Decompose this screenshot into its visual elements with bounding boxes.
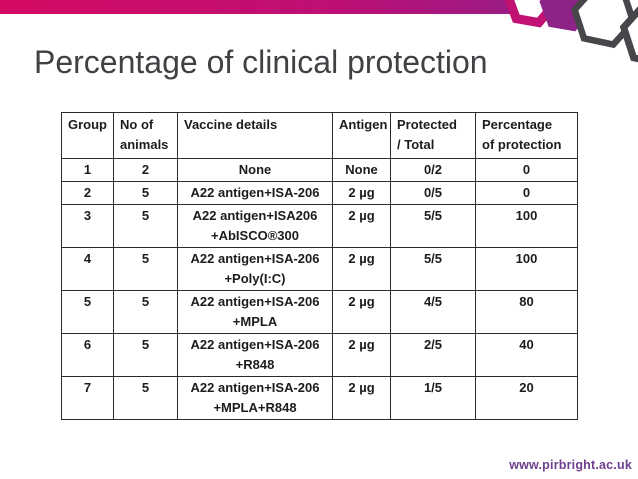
cell-protected: 0/2 <box>390 158 476 182</box>
cell-protected: 5/5 <box>390 247 476 291</box>
table-row: 5 5 A22 antigen+ISA-206 +MPLA 2 µg 4/5 8… <box>61 290 578 334</box>
cell-group: 7 <box>61 376 114 420</box>
cell-animals: 5 <box>113 247 178 291</box>
cell-antigen: 2 µg <box>332 376 391 420</box>
magenta-hexagon-icon <box>503 0 559 28</box>
column-header-group: Group <box>61 112 114 159</box>
table-row: 4 5 A22 antigen+ISA-206 +Poly(I:C) 2 µg … <box>61 247 578 291</box>
cell-protected: 2/5 <box>390 333 476 377</box>
column-header-percentage: Percentage of protection <box>475 112 578 159</box>
cell-percentage: 40 <box>475 333 578 377</box>
table-row: 3 5 A22 antigen+ISA206 +AbISCO®300 2 µg … <box>61 204 578 248</box>
cell-antigen: 2 µg <box>332 204 391 248</box>
cell-antigen: 2 µg <box>332 247 391 291</box>
cell-animals: 5 <box>113 204 178 248</box>
cell-animals: 5 <box>113 181 178 205</box>
table-row: 6 5 A22 antigen+ISA-206 +R848 2 µg 2/5 4… <box>61 333 578 377</box>
cell-vaccine: None <box>177 158 333 182</box>
cell-antigen: 2 µg <box>332 290 391 334</box>
cell-animals: 5 <box>113 376 178 420</box>
cell-percentage: 0 <box>475 181 578 205</box>
table-row: 7 5 A22 antigen+ISA-206 +MPLA+R848 2 µg … <box>61 376 578 420</box>
cell-protected: 1/5 <box>390 376 476 420</box>
cell-group: 4 <box>61 247 114 291</box>
cell-percentage: 20 <box>475 376 578 420</box>
cell-vaccine: A22 antigen+ISA-206 +R848 <box>177 333 333 377</box>
cell-protected: 5/5 <box>390 204 476 248</box>
cell-group: 1 <box>61 158 114 182</box>
cell-protected: 4/5 <box>390 290 476 334</box>
cell-animals: 5 <box>113 333 178 377</box>
cell-percentage: 100 <box>475 204 578 248</box>
cell-percentage: 100 <box>475 247 578 291</box>
cell-protected: 0/5 <box>390 181 476 205</box>
cell-group: 5 <box>61 290 114 334</box>
dark-hexagon-corner-icon <box>619 0 638 69</box>
column-header-vaccine-details: Vaccine details <box>177 112 333 159</box>
column-header-no-of-animals: No of animals <box>113 112 178 159</box>
cell-animals: 2 <box>113 158 178 182</box>
cell-antigen: 2 µg <box>332 181 391 205</box>
table-row: 2 5 A22 antigen+ISA-206 2 µg 0/5 0 <box>61 181 578 205</box>
cell-antigen: 2 µg <box>332 333 391 377</box>
cell-percentage: 0 <box>475 158 578 182</box>
header-decoration <box>0 0 638 69</box>
footer-website-url: www.pirbright.ac.uk <box>509 458 632 472</box>
cell-percentage: 80 <box>475 290 578 334</box>
table-header-row: Group No of animals Vaccine details Anti… <box>61 112 578 159</box>
top-gradient-bar <box>0 0 568 14</box>
cell-group: 6 <box>61 333 114 377</box>
cell-antigen: None <box>332 158 391 182</box>
cell-animals: 5 <box>113 290 178 334</box>
cell-vaccine: A22 antigen+ISA-206 +Poly(I:C) <box>177 247 333 291</box>
cell-vaccine: A22 antigen+ISA206 +AbISCO®300 <box>177 204 333 248</box>
protection-results-table: Group No of animals Vaccine details Anti… <box>61 112 578 420</box>
cell-group: 2 <box>61 181 114 205</box>
cell-vaccine: A22 antigen+ISA-206 +MPLA <box>177 290 333 334</box>
page-title: Percentage of clinical protection <box>34 44 488 80</box>
cell-vaccine: A22 antigen+ISA-206 <box>177 181 333 205</box>
cell-group: 3 <box>61 204 114 248</box>
cell-vaccine: A22 antigen+ISA-206 +MPLA+R848 <box>177 376 333 420</box>
dark-hexagon-outline-icon <box>570 0 638 49</box>
column-header-antigen: Antigen <box>332 112 391 159</box>
table-row: 1 2 None None 0/2 0 <box>61 158 578 182</box>
column-header-protected-total: Protected / Total <box>390 112 476 159</box>
